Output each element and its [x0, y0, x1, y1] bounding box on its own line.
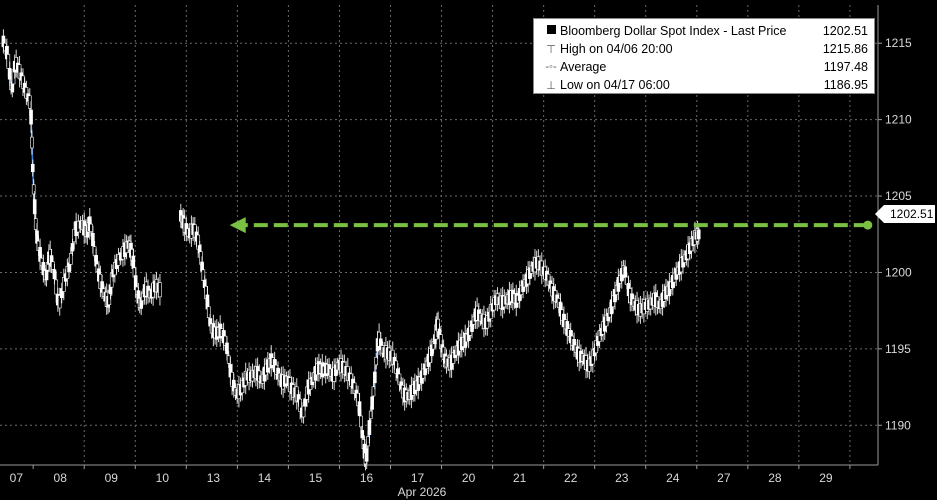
legend-value: 1202.51 — [822, 24, 868, 38]
candle-body — [158, 282, 162, 298]
x-tick-label: 15 — [309, 471, 323, 485]
x-tick-label: 20 — [462, 471, 476, 485]
x-tick-label: 22 — [564, 471, 578, 485]
legend-label: High on 04/06 20:00 — [560, 42, 673, 56]
high-marker-icon: ⊤ — [546, 43, 556, 56]
last-price-tag: 1202.51 — [874, 205, 936, 223]
x-tick-label: 21 — [513, 471, 527, 485]
legend-label: Bloomberg Dollar Spot Index - Last Price — [560, 24, 787, 38]
y-tick-label: 1195 — [885, 342, 911, 356]
y-tick-label: 1190 — [885, 418, 911, 432]
dashed-arrow-annotation — [229, 217, 873, 234]
candle-body — [7, 68, 12, 80]
x-tick-label: 24 — [666, 471, 680, 485]
candle-body — [696, 229, 701, 240]
candle-body — [70, 243, 75, 252]
candle-body — [226, 355, 231, 364]
arrow-head — [229, 217, 246, 234]
candle-body — [29, 109, 33, 125]
legend-label: Low on 04/17 06:00 — [560, 78, 670, 92]
candle-body — [91, 233, 95, 247]
candle-body — [32, 199, 37, 215]
candle-body — [301, 405, 306, 418]
x-tick-label: 08 — [54, 471, 68, 485]
legend-value: 1186.95 — [823, 78, 868, 92]
x-tick-label: 13 — [207, 471, 221, 485]
y-tick-label: 1205 — [885, 189, 912, 203]
series-shadow — [0, 37, 163, 309]
candle-body — [30, 136, 34, 149]
legend-label: Average — [560, 60, 607, 74]
x-tick-label: 10 — [156, 471, 170, 485]
candle-body — [359, 415, 363, 428]
legend-box: Bloomberg Dollar Spot Index - Last Price… — [533, 18, 875, 94]
x-tick-label: 27 — [717, 471, 731, 485]
y-tick-label: 1210 — [885, 113, 912, 127]
legend-row-low: ⊥ Low on 04/17 06:00 1186.95 — [542, 76, 868, 94]
candle-body — [68, 253, 73, 265]
candle-body — [31, 184, 36, 195]
candle-body — [59, 288, 64, 298]
y-tick-label: 1215 — [885, 36, 912, 50]
candle-body — [54, 279, 58, 295]
legend-row-high: ⊤ High on 04/06 20:00 1215.86 — [542, 40, 868, 58]
x-tick-label: 23 — [615, 471, 629, 485]
x-tick-label: 09 — [105, 471, 119, 485]
x-axis-month-label: Apr 2026 — [398, 485, 447, 499]
candle-body — [206, 306, 211, 318]
price-series — [0, 29, 701, 471]
y-tick-label: 1200 — [885, 265, 912, 279]
legend-value: 1215.86 — [822, 42, 868, 56]
x-tick-label: 14 — [258, 471, 272, 485]
candle-body — [371, 386, 376, 397]
candle-body — [374, 356, 379, 366]
candle-body — [30, 163, 35, 173]
legend-row-average: -◦- Average 1197.48 — [542, 58, 868, 76]
low-marker-icon: ⊥ — [546, 79, 556, 92]
average-marker-icon: -◦- — [545, 61, 557, 73]
arrow-origin-dot — [863, 220, 873, 230]
legend-value: 1197.48 — [823, 60, 868, 74]
candle-body — [370, 396, 374, 410]
candle-body — [57, 295, 62, 309]
x-tick-label: 17 — [411, 471, 425, 485]
candle-body — [89, 223, 94, 232]
candle-body — [373, 371, 377, 384]
candle-body — [623, 266, 627, 278]
x-tick-label: 16 — [360, 471, 374, 485]
x-tick-label: 28 — [768, 471, 782, 485]
candle-body — [225, 342, 229, 355]
candle-body — [367, 420, 372, 435]
candle-body — [364, 448, 369, 462]
candle-body — [52, 269, 57, 280]
series-line — [1, 38, 162, 307]
x-tick-label: 29 — [819, 471, 833, 485]
x-tick-label: 07 — [10, 471, 24, 485]
legend-row-last-price: Bloomberg Dollar Spot Index - Last Price… — [542, 22, 868, 40]
square-icon — [542, 25, 560, 37]
y-axis: 1190 1195 1200 1205 1210 1215 — [878, 36, 912, 432]
x-axis: 07 08 09 10 13 14 15 16 17 20 21 22 23 24 27 28 29 — [10, 465, 851, 485]
